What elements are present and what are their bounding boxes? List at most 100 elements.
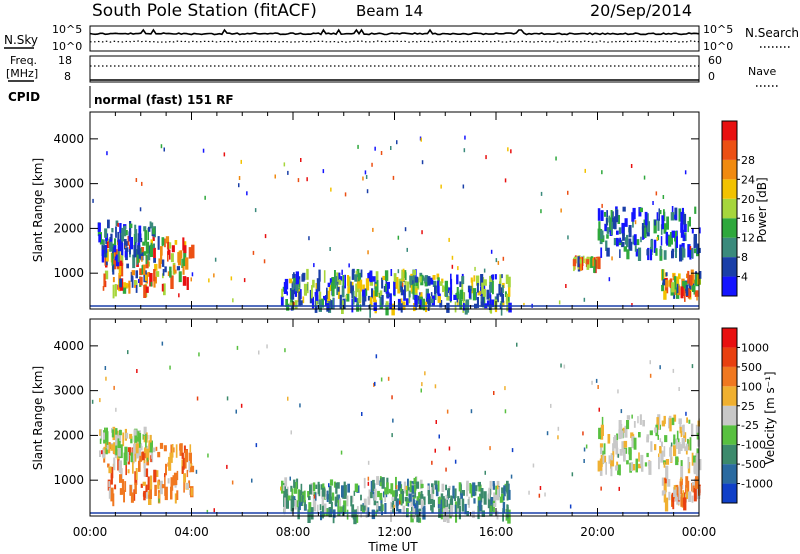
echo-cell — [119, 474, 122, 483]
echo-cell — [184, 449, 188, 463]
echo-cell — [441, 483, 445, 492]
echo-cell — [117, 231, 119, 243]
echo-cell — [395, 485, 398, 490]
echo-cell — [695, 424, 700, 435]
echo-cell — [693, 488, 697, 502]
cpid-value: normal (fast) 151 RF — [94, 93, 234, 107]
echo-cell — [139, 433, 142, 444]
y-tick-label: 2000 — [53, 428, 84, 442]
echo-cell — [144, 450, 148, 459]
echo-cell — [628, 238, 632, 250]
echo-cell — [134, 435, 137, 443]
echo-cell — [391, 502, 394, 508]
echo-cell — [686, 487, 689, 496]
echo-cell — [440, 184, 442, 189]
echo-cell — [408, 487, 411, 494]
echo-cell — [633, 234, 637, 246]
echo-cell — [601, 170, 603, 175]
echo-cell — [363, 477, 366, 489]
echo-cell — [507, 276, 511, 288]
echo-cell — [182, 263, 185, 275]
echo-cell — [105, 431, 109, 443]
echo-cell — [473, 498, 476, 504]
echo-cell — [665, 231, 668, 244]
echo-cell — [420, 274, 424, 286]
echo-cell — [503, 496, 505, 501]
velocity-colorbar-label: Velocity [m s⁻¹] — [763, 371, 777, 464]
echo-cell — [152, 447, 156, 453]
echo-cell — [685, 492, 689, 500]
echo-cell — [202, 148, 205, 153]
echo-cell — [319, 504, 322, 511]
echo-cell — [148, 226, 151, 232]
freq-label: Freq. — [10, 54, 37, 67]
echo-cell — [390, 146, 392, 150]
echo-cell — [430, 487, 433, 499]
echo-cell — [376, 502, 379, 510]
echo-cell — [108, 242, 110, 248]
echo-cell — [586, 259, 590, 265]
echo-cell — [344, 192, 347, 197]
colorbar-frame — [721, 120, 738, 297]
echo-cell — [486, 300, 490, 306]
echo-cell — [476, 275, 480, 286]
echo-cell — [163, 445, 167, 452]
echo-cell — [400, 289, 404, 296]
echo-cell — [605, 217, 608, 226]
echo-cell — [440, 499, 443, 510]
echo-cell — [696, 432, 699, 440]
echo-cell — [488, 487, 491, 500]
echo-cell — [462, 490, 465, 496]
echo-cell — [600, 424, 604, 436]
echo-cell — [546, 431, 549, 436]
echo-cell — [375, 354, 378, 359]
colorbar-segment — [722, 386, 737, 406]
echo-cell — [424, 371, 426, 376]
echo-cell — [421, 500, 424, 507]
echo-cell — [318, 291, 322, 306]
echo-cell — [299, 300, 303, 306]
echo-cell — [158, 258, 162, 269]
echo-cell — [115, 428, 118, 435]
echo-cell — [161, 237, 165, 246]
colorbar-segment — [722, 464, 737, 484]
colorbar-tick-label: 100 — [741, 380, 762, 393]
echo-cell — [391, 433, 393, 438]
echo-cell — [124, 282, 128, 289]
echo-cell — [178, 293, 180, 298]
echo-cell — [584, 168, 586, 173]
echo-cell — [393, 504, 395, 509]
echo-cell — [235, 409, 237, 414]
echo-cell — [437, 480, 440, 492]
echo-cell — [623, 246, 627, 252]
echo-cell — [401, 271, 404, 280]
echo-cell — [683, 223, 687, 232]
echo-cell — [688, 419, 691, 424]
echo-cell — [409, 480, 412, 493]
echo-cell — [285, 488, 288, 496]
echo-cell — [680, 223, 684, 233]
echo-cell — [181, 258, 183, 268]
echo-cell — [459, 289, 464, 299]
echo-cell — [680, 460, 683, 468]
echo-cell — [173, 472, 178, 486]
echo-cell — [146, 457, 149, 462]
echo-cell — [644, 220, 648, 234]
echo-cell — [641, 465, 644, 472]
echo-cell — [298, 283, 301, 288]
echo-cell — [661, 441, 663, 447]
echo-cell — [142, 241, 146, 246]
echo-cell — [330, 509, 332, 514]
echo-cell — [657, 234, 660, 241]
echo-cell — [664, 478, 667, 484]
echo-cell — [676, 430, 679, 440]
echo-cell — [362, 284, 365, 290]
colorbar-segment — [722, 179, 737, 199]
echo-cell — [117, 457, 120, 471]
echo-cell — [663, 290, 667, 300]
echo-cell — [177, 252, 181, 266]
echo-cell — [486, 289, 490, 300]
echo-cell — [110, 475, 113, 485]
echo-cell — [179, 250, 183, 259]
echo-cell — [146, 432, 148, 443]
